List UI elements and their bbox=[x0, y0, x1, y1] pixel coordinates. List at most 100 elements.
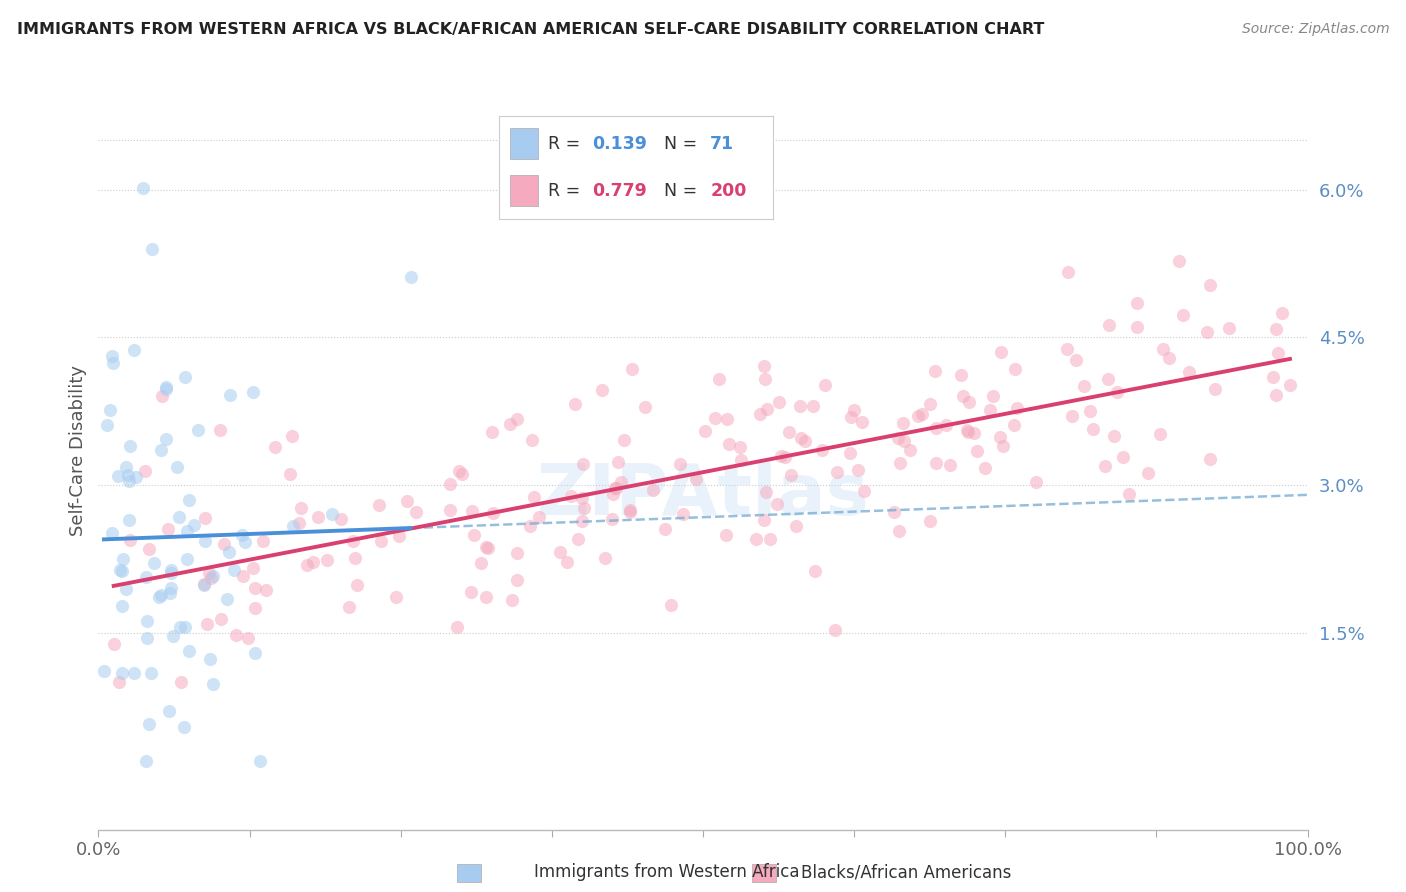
Point bbox=[641, 483, 664, 497]
Point bbox=[1261, 370, 1284, 384]
Point bbox=[572, 457, 595, 471]
Bar bbox=[510, 128, 537, 159]
Point bbox=[236, 631, 259, 645]
Point bbox=[1168, 254, 1191, 268]
Point bbox=[891, 416, 914, 430]
Point bbox=[672, 507, 695, 521]
Point bbox=[955, 423, 977, 437]
Point bbox=[887, 524, 910, 538]
Point bbox=[200, 571, 222, 585]
Point bbox=[295, 558, 318, 572]
Point bbox=[135, 570, 157, 584]
Point bbox=[613, 433, 636, 447]
Point bbox=[814, 377, 837, 392]
Point bbox=[368, 498, 391, 512]
Point bbox=[825, 465, 848, 479]
Point bbox=[243, 647, 266, 661]
Point bbox=[591, 383, 613, 397]
Point bbox=[790, 431, 813, 445]
Point bbox=[173, 720, 195, 734]
Point bbox=[111, 666, 134, 681]
Point bbox=[752, 359, 775, 374]
Point bbox=[988, 430, 1011, 444]
Point bbox=[460, 584, 482, 599]
Point bbox=[907, 409, 929, 423]
Text: 71: 71 bbox=[710, 135, 734, 153]
Point bbox=[990, 344, 1012, 359]
Point bbox=[138, 716, 160, 731]
Point bbox=[505, 546, 527, 560]
Text: Blacks/African Americans: Blacks/African Americans bbox=[801, 863, 1012, 881]
Point bbox=[605, 481, 627, 495]
Point bbox=[150, 389, 173, 403]
Point bbox=[773, 450, 796, 464]
Point bbox=[1204, 382, 1226, 396]
Point bbox=[307, 510, 329, 524]
Point bbox=[103, 356, 125, 370]
Point bbox=[789, 400, 811, 414]
Point bbox=[842, 403, 865, 417]
Point bbox=[162, 629, 184, 643]
Point bbox=[1198, 277, 1220, 292]
Point bbox=[1195, 325, 1218, 339]
Point bbox=[115, 582, 138, 596]
Point bbox=[155, 382, 177, 396]
Text: 0.139: 0.139 bbox=[592, 135, 647, 153]
Text: 200: 200 bbox=[710, 182, 747, 200]
Point bbox=[920, 514, 942, 528]
Point bbox=[385, 590, 408, 604]
Point bbox=[768, 395, 790, 409]
Point bbox=[778, 425, 800, 439]
Point bbox=[315, 552, 337, 566]
Point bbox=[1056, 342, 1078, 356]
Point bbox=[1177, 365, 1199, 379]
Point bbox=[1025, 475, 1047, 489]
Point bbox=[202, 677, 225, 691]
Point bbox=[242, 385, 264, 400]
Point bbox=[160, 563, 183, 577]
Point bbox=[388, 529, 411, 543]
Point bbox=[141, 243, 163, 257]
Point bbox=[759, 532, 782, 546]
Point bbox=[166, 459, 188, 474]
Point bbox=[893, 434, 915, 448]
Point bbox=[659, 598, 682, 612]
Point bbox=[846, 463, 869, 477]
Point bbox=[122, 343, 145, 357]
Point bbox=[405, 505, 427, 519]
Point bbox=[475, 591, 498, 605]
Text: R =: R = bbox=[548, 182, 586, 200]
Point bbox=[769, 449, 792, 463]
Point bbox=[619, 503, 641, 517]
Point bbox=[439, 476, 461, 491]
Point bbox=[602, 487, 624, 501]
Point bbox=[193, 576, 215, 591]
Point bbox=[1112, 450, 1135, 464]
Point bbox=[125, 470, 148, 484]
Point bbox=[160, 581, 183, 595]
Point bbox=[157, 704, 180, 718]
Point bbox=[522, 433, 544, 447]
Bar bbox=[510, 176, 537, 206]
Point bbox=[974, 461, 997, 475]
Point bbox=[110, 599, 132, 614]
Point bbox=[1005, 401, 1028, 415]
Point bbox=[824, 624, 846, 638]
Point bbox=[460, 504, 482, 518]
Point bbox=[529, 510, 551, 524]
Point bbox=[883, 505, 905, 519]
Point bbox=[278, 467, 301, 481]
Point bbox=[1271, 306, 1294, 320]
Point bbox=[889, 456, 911, 470]
Point bbox=[111, 564, 134, 578]
Point bbox=[108, 563, 131, 577]
Point bbox=[98, 402, 121, 417]
Point bbox=[118, 474, 141, 488]
Point bbox=[730, 441, 752, 455]
Point bbox=[187, 423, 209, 437]
Point bbox=[924, 421, 946, 435]
Point bbox=[523, 490, 546, 504]
Point bbox=[157, 522, 180, 536]
Point bbox=[148, 590, 170, 604]
Point bbox=[1094, 459, 1116, 474]
